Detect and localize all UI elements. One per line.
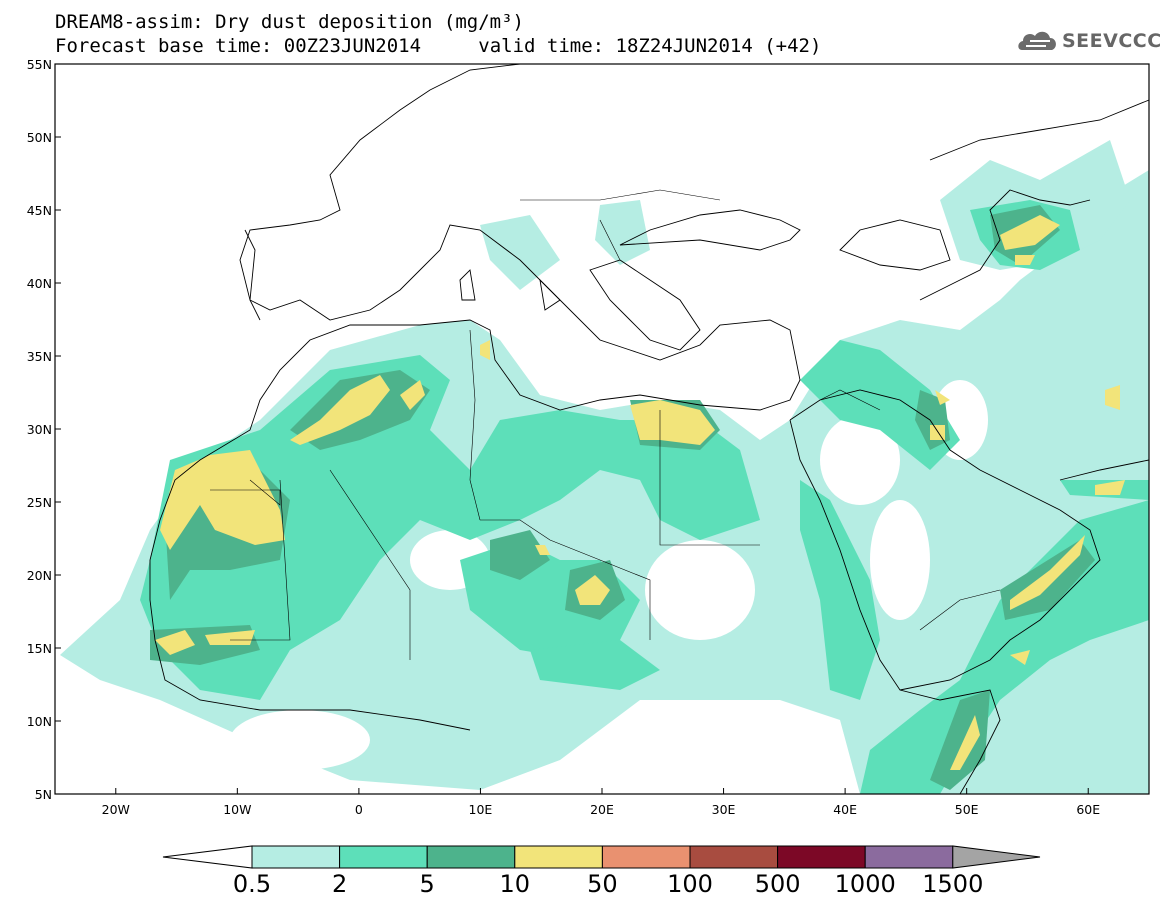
- colorbar-box: [777, 845, 866, 869]
- lat-tick-label: 50N: [27, 130, 52, 145]
- lon-tick-label: 0: [355, 802, 363, 817]
- colorbar-box: [864, 845, 954, 869]
- lon-tick-label: 20W: [102, 802, 130, 817]
- colorbar-box: [251, 845, 341, 869]
- lon-tick-label: 60E: [1076, 802, 1100, 817]
- colorbar-over-triangle: [952, 845, 1041, 869]
- colorbar-label: 1000: [834, 870, 896, 898]
- lon-tick-label: 10W: [223, 802, 251, 817]
- lat-tick-label: 15N: [27, 641, 52, 656]
- colorbar-label: 2: [331, 870, 348, 898]
- lat-tick-label: 30N: [27, 422, 52, 437]
- coastlines: [149, 64, 1149, 794]
- colorbar-box: [339, 845, 428, 869]
- lat-tick-label: 20N: [27, 568, 52, 583]
- colorbar-label: 0.5: [232, 870, 272, 898]
- dust-level-10: [155, 215, 1125, 770]
- lon-tick-label: 10E: [469, 802, 493, 817]
- valid-time: valid time: 18Z24JUN2014 (+42): [478, 35, 822, 57]
- colorbar-box: [689, 845, 779, 869]
- colorbar-label: 500: [754, 870, 801, 898]
- lat-tick-label: 40N: [27, 276, 52, 291]
- map-subtitle: Forecast base time: 00Z23JUN2014 valid t…: [55, 36, 821, 56]
- lon-axis: 20W 10W 0 10E 20E 30E 40E 50E 60E: [102, 788, 1100, 817]
- colorbar-label: 5: [419, 870, 435, 898]
- lon-tick-label: 20E: [590, 802, 614, 817]
- borders: [210, 189, 1001, 660]
- lat-tick-label: 45N: [27, 203, 52, 218]
- lat-tick-label: 25N: [27, 495, 52, 510]
- lon-tick-label: 40E: [833, 802, 857, 817]
- colorbar-under-triangle: [162, 845, 253, 869]
- lon-tick-label: 50E: [955, 802, 979, 817]
- dust-gap: [230, 380, 988, 770]
- dust-fields: [60, 140, 1149, 794]
- lat-tick-label: 10N: [27, 714, 52, 729]
- colorbar-box: [601, 845, 691, 869]
- lat-tick-label: 5N: [35, 787, 52, 802]
- cloud-icon: [1018, 31, 1056, 50]
- colorbar-label: 100: [667, 870, 713, 898]
- forecast-base-time: Forecast base time: 00Z23JUN2014: [55, 35, 422, 57]
- seevccc-logo: SEEVCCC: [1016, 24, 1161, 58]
- lat-tick-label: 55N: [27, 57, 52, 72]
- logo-text: SEEVCCC: [1062, 30, 1162, 52]
- lat-tick-label: 35N: [27, 349, 52, 364]
- colorbar-label: 1500: [922, 870, 984, 898]
- map-title: DREAM8-assim: Dry dust deposition (mg/m³…: [55, 11, 524, 33]
- colorbar-label: 10: [499, 870, 531, 898]
- lat-axis: 55N 50N 45N 40N 35N 30N 25N 20N 15N 10N 5N: [27, 57, 61, 802]
- colorbar-box: [514, 845, 603, 869]
- lon-tick-label: 30E: [712, 802, 736, 817]
- colorbar-box: [426, 845, 516, 869]
- colorbar-label: 50: [587, 870, 618, 898]
